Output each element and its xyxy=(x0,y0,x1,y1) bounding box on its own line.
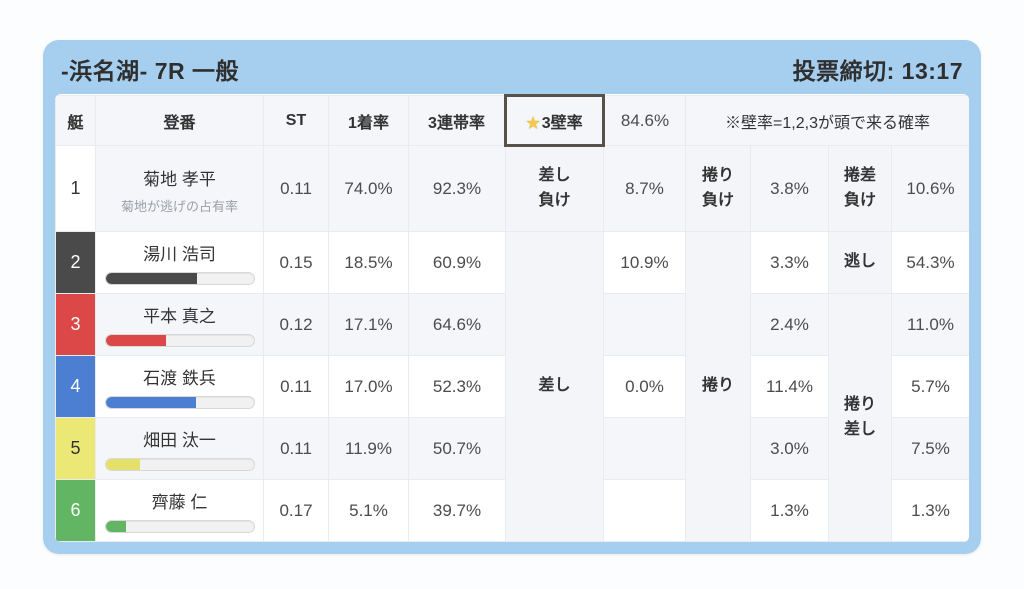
racer-name-cell: 石渡 鉄兵 xyxy=(95,355,264,418)
nigashi-label: 逃し xyxy=(828,231,892,294)
racer-row-5: 5 畑田 汰一 0.11 11.9% 50.7% 3.0% 7.5% xyxy=(55,417,969,480)
st-value: 0.17 xyxy=(263,479,329,542)
racer-row-4: 4 石渡 鉄兵 0.11 17.0% 52.3% 0.0% 11.4% 5.7% xyxy=(55,355,969,418)
race-card: -浜名湖- 7R 一般 投票締切: 13:17 艇 登番 ST 1着率 3連帯率… xyxy=(43,40,981,554)
top3-rate-value: 50.7% xyxy=(408,417,506,480)
top3-rate-value: 92.3% xyxy=(408,145,506,232)
makuri-merged-label: 捲り xyxy=(685,231,751,542)
win-rate-value: 5.1% xyxy=(328,479,409,542)
makurizashi-value: 7.5% xyxy=(891,417,969,480)
race-title: -浜名湖- 7R 一般 xyxy=(61,58,239,84)
racer-name: 菊地 孝平 xyxy=(143,169,216,189)
col-header-racer: 登番 xyxy=(95,95,264,146)
share-bar-fill xyxy=(105,273,198,284)
racer-name: 平本 真之 xyxy=(143,307,216,326)
makurizashi-value: 10.6% xyxy=(891,145,969,232)
sashi-value: 8.7% xyxy=(603,145,686,232)
star-icon: ★ xyxy=(526,114,540,132)
col-header-win-rate: 1着率 xyxy=(328,95,409,146)
makurizashi-value: 11.0% xyxy=(891,293,969,356)
share-bar xyxy=(104,396,255,409)
share-bar xyxy=(104,334,255,347)
racer-name: 齊藤 仁 xyxy=(151,493,208,512)
card-header: -浜名湖- 7R 一般 投票締切: 13:17 xyxy=(43,40,981,94)
boat-number: 1 xyxy=(55,145,96,232)
sashi-merged-label: 差し xyxy=(505,231,604,542)
makuri-value: 2.4% xyxy=(750,293,829,356)
win-rate-value: 17.0% xyxy=(328,355,409,418)
wall-rate-note: ※壁率=1,2,3が頭で来る確率 xyxy=(685,95,969,146)
win-rate-value: 11.9% xyxy=(328,417,409,480)
wall-rate-header-button[interactable]: ★ 3壁率 xyxy=(504,94,605,147)
table-header-row: 艇 登番 ST 1着率 3連帯率 ★ 3壁率 84.6% ※壁率=1,2,3が頭で… xyxy=(55,94,969,147)
stats-table-wrap: 艇 登番 ST 1着率 3連帯率 ★ 3壁率 84.6% ※壁率=1,2,3が頭で… xyxy=(55,94,969,542)
boat-number: 3 xyxy=(55,293,96,356)
makuri-value: 11.4% xyxy=(750,355,829,418)
racer-name: 石渡 鉄兵 xyxy=(143,369,216,388)
racer-row-2: 2 湯川 浩司 0.15 18.5% 60.9% 差し 10.9% 捲り 3.3… xyxy=(55,231,969,542)
top3-rate-value: 52.3% xyxy=(408,355,506,418)
st-value: 0.11 xyxy=(263,355,329,418)
col-header-st: ST xyxy=(263,95,329,146)
makuri-value: 1.3% xyxy=(750,479,829,542)
makuri-value: 3.3% xyxy=(750,231,829,294)
boat-number: 4 xyxy=(55,355,96,418)
racer-row-1: 1 菊地 孝平 菊地が逃げの占有率 0.11 74.0% 92.3% 差し 負け … xyxy=(55,145,969,232)
win-rate-value: 74.0% xyxy=(328,145,409,232)
st-value: 0.15 xyxy=(263,231,329,294)
racer-name: 湯川 浩司 xyxy=(143,245,216,264)
sashi-value: 10.9% xyxy=(603,231,686,294)
makurizashi-make-label: 捲差 負け xyxy=(828,145,892,232)
share-bar-fill xyxy=(105,335,167,346)
col-header-boat: 艇 xyxy=(55,95,96,146)
st-value: 0.12 xyxy=(263,293,329,356)
boat-number: 2 xyxy=(55,231,96,294)
sashi-value xyxy=(603,479,686,542)
sashi-make-label: 差し 負け xyxy=(505,145,604,232)
makuri-value: 3.8% xyxy=(750,145,829,232)
win-rate-value: 18.5% xyxy=(328,231,409,294)
share-bar-fill xyxy=(105,521,127,532)
racer-name: 畑田 汰一 xyxy=(143,431,216,450)
racer-row-6: 6 齊藤 仁 0.17 5.1% 39.7% 1.3% 1.3% xyxy=(55,479,969,542)
makurizashi-value: 5.7% xyxy=(891,355,969,418)
wall-rate-label: 3壁率 xyxy=(541,114,583,132)
sashi-value: 0.0% xyxy=(603,355,686,418)
racer-name-cell: 畑田 汰一 xyxy=(95,417,264,480)
top3-rate-value: 60.9% xyxy=(408,231,506,294)
share-bar-fill xyxy=(105,397,196,408)
boat-number: 6 xyxy=(55,479,96,542)
makurizashi-merged-label: 捲り 差し xyxy=(828,293,892,542)
share-bar xyxy=(104,458,255,471)
share-bar xyxy=(104,272,255,285)
sashi-value xyxy=(603,293,686,356)
racer-name-cell: 菊地 孝平 菊地が逃げの占有率 xyxy=(95,145,264,232)
makuri-make-label: 捲り 負け xyxy=(685,145,751,232)
sashi-value xyxy=(603,417,686,480)
st-value: 0.11 xyxy=(263,145,329,232)
win-rate-value: 17.1% xyxy=(328,293,409,356)
racer-subtitle: 菊地が逃げの占有率 xyxy=(120,198,238,214)
makuri-value: 3.0% xyxy=(750,417,829,480)
racer-name-cell: 齊藤 仁 xyxy=(95,479,264,542)
makurizashi-value: 1.3% xyxy=(891,479,969,542)
racer-name-cell: 平本 真之 xyxy=(95,293,264,356)
st-value: 0.11 xyxy=(263,417,329,480)
nigashi-value: 54.3% xyxy=(891,231,969,294)
racer-name-cell: 湯川 浩司 xyxy=(95,231,264,294)
col-header-top3-rate: 3連帯率 xyxy=(408,95,506,146)
racer-row-3: 3 平本 真之 0.12 17.1% 64.6% 2.4% 捲り 差し 11.0% xyxy=(55,293,969,542)
share-bar-fill xyxy=(105,459,140,470)
boat-number: 5 xyxy=(55,417,96,480)
share-bar xyxy=(104,520,255,533)
top3-rate-value: 64.6% xyxy=(408,293,506,356)
vote-deadline: 投票締切: 13:17 xyxy=(792,58,963,84)
top3-rate-value: 39.7% xyxy=(408,479,506,542)
stats-table: 艇 登番 ST 1着率 3連帯率 ★ 3壁率 84.6% ※壁率=1,2,3が頭で… xyxy=(55,94,969,542)
wall-rate-value: 84.6% xyxy=(603,95,686,146)
